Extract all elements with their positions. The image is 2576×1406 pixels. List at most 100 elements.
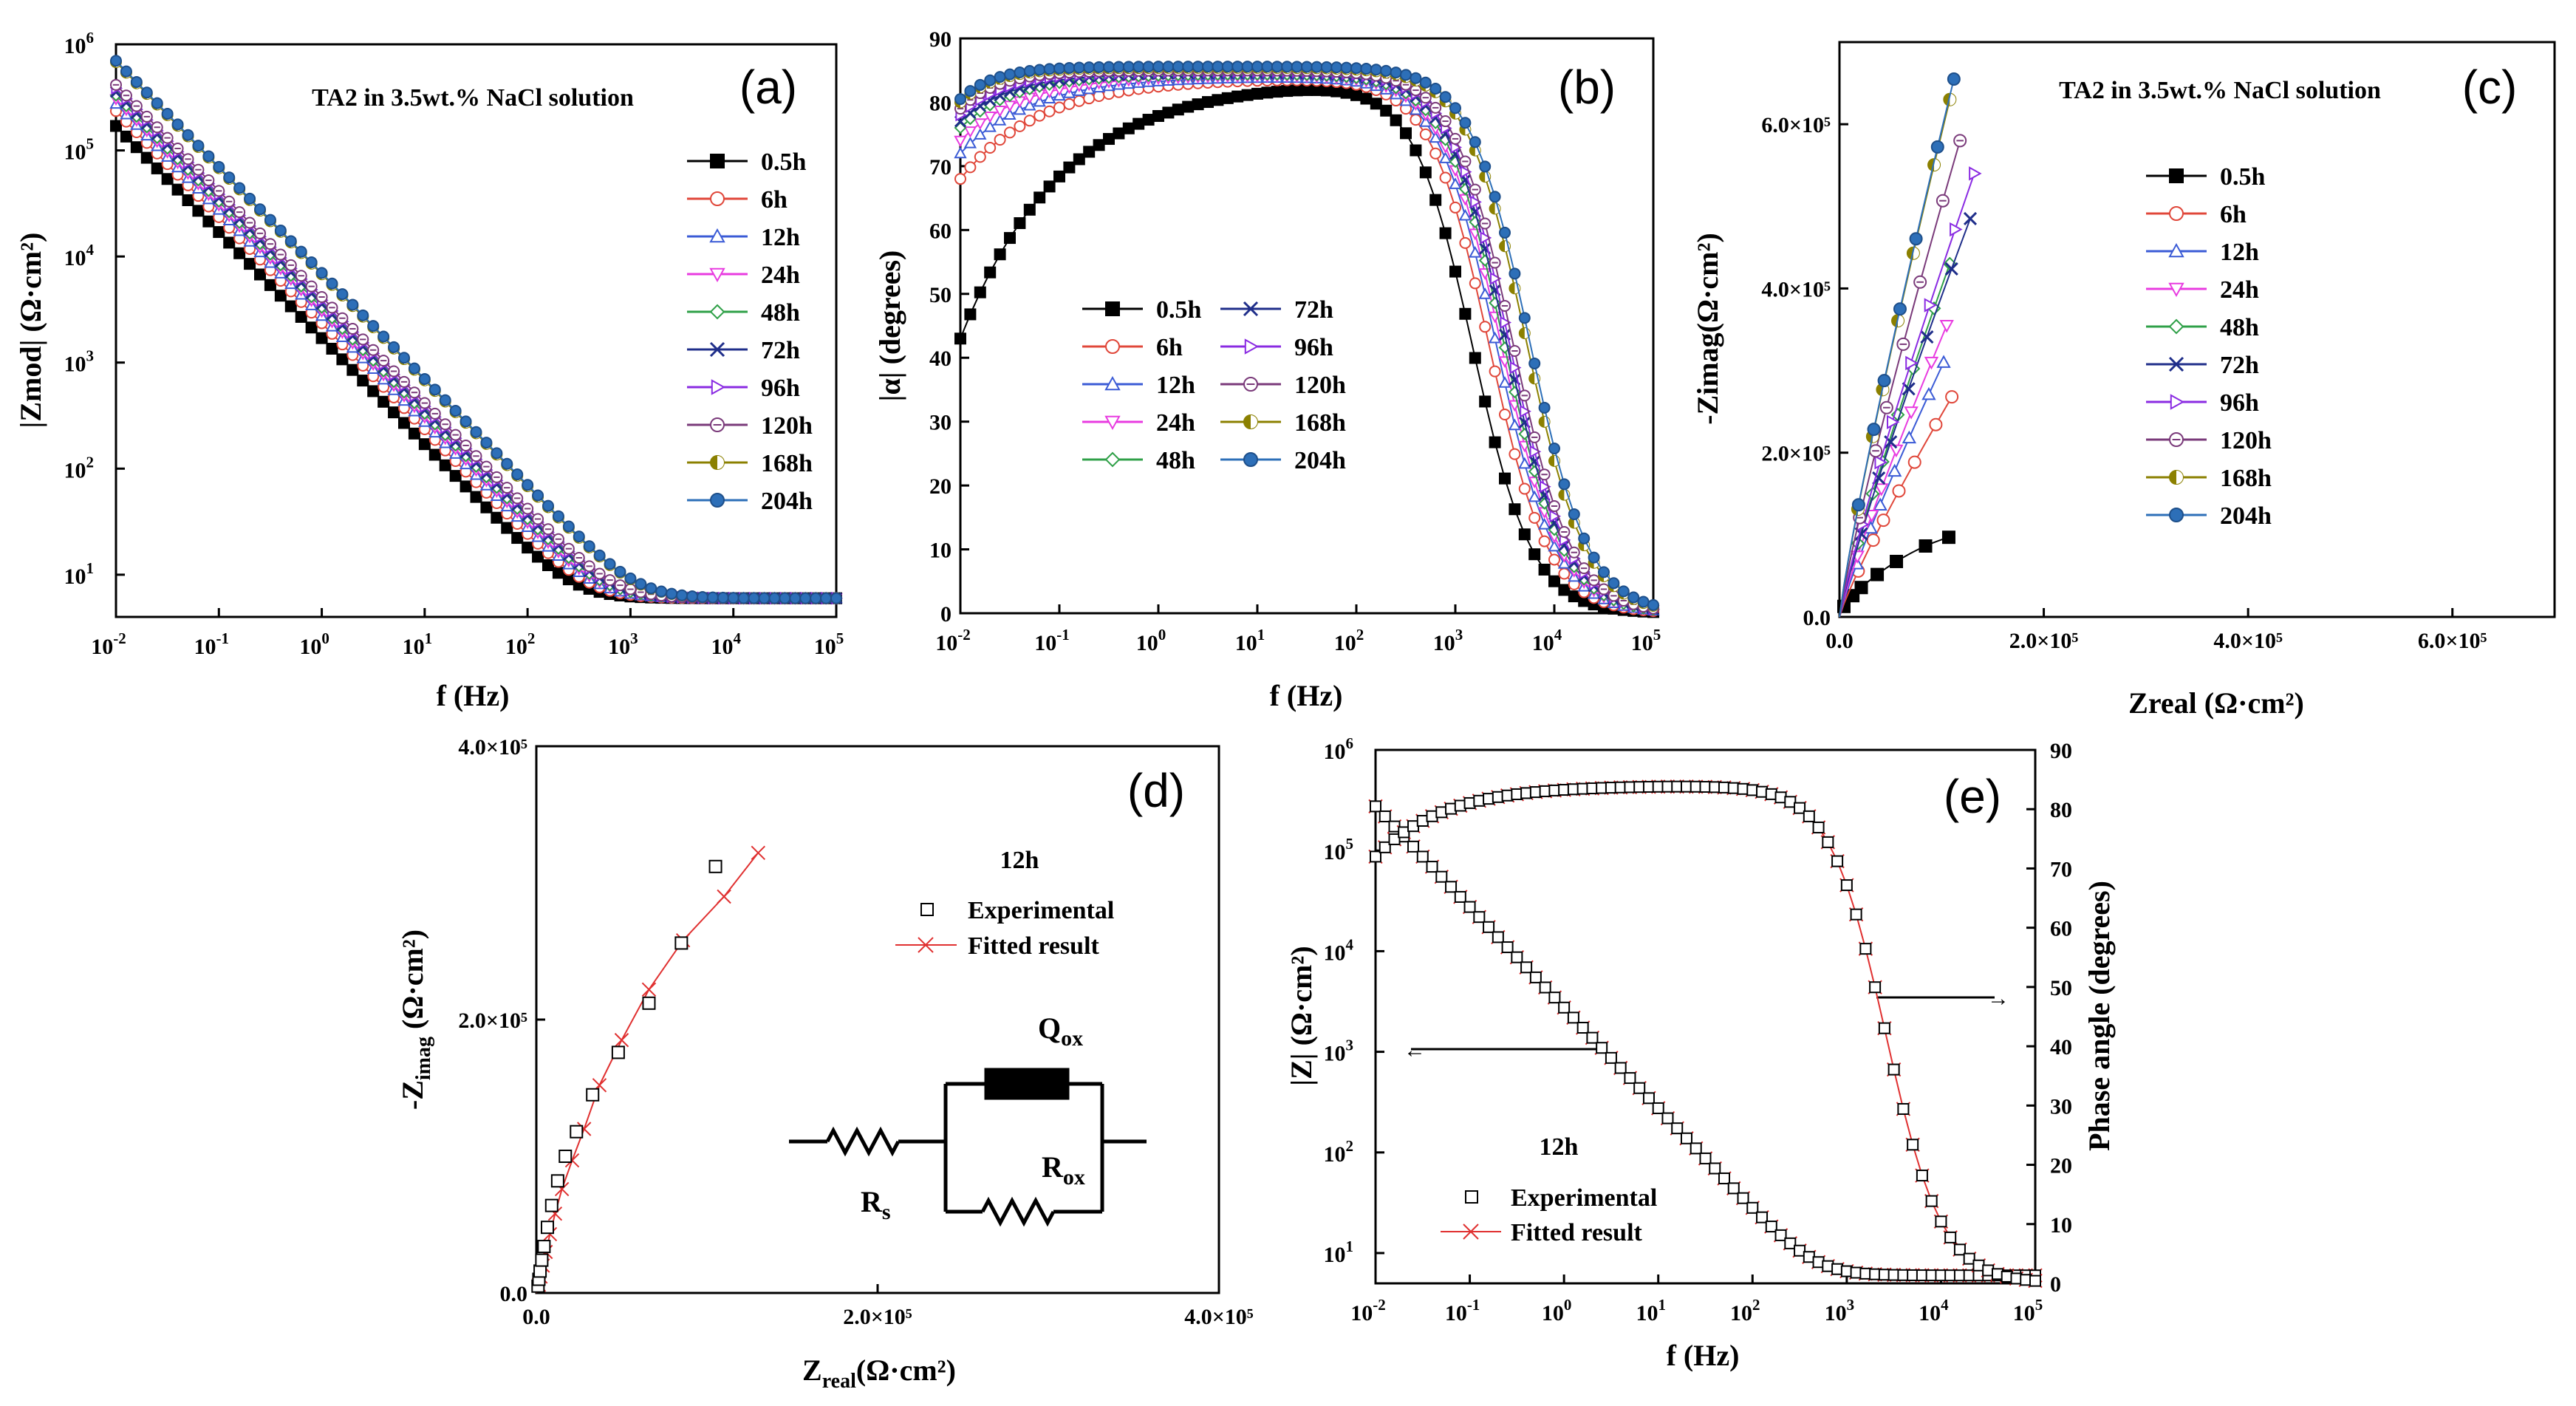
data-point — [408, 362, 420, 375]
data-point — [326, 277, 338, 290]
data-point — [1360, 63, 1373, 75]
data-point — [274, 290, 287, 302]
data-point — [1480, 231, 1492, 245]
data-point — [1073, 95, 1085, 107]
experimental-point — [611, 1045, 625, 1059]
data-point — [993, 114, 1007, 126]
data-point — [696, 591, 708, 604]
data-point — [1053, 101, 1065, 114]
series-line-24h — [1839, 325, 1948, 618]
series-line-204h — [115, 60, 837, 599]
legend-marker — [1105, 301, 1120, 316]
legend-label: 168h — [1294, 409, 1346, 437]
data-point — [1921, 386, 1936, 400]
data-point — [706, 591, 719, 604]
panel-b-xtick-label: 105 — [1631, 626, 1661, 655]
legend-marker — [2169, 206, 2184, 221]
data-point — [1172, 103, 1184, 116]
data-point — [254, 268, 266, 281]
data-point — [1122, 122, 1135, 134]
legend-marker — [711, 379, 726, 395]
data-point — [1548, 442, 1560, 454]
experimental-point — [642, 996, 656, 1010]
panel-e-xtick-label: 101 — [1636, 1296, 1666, 1325]
data-point — [1469, 136, 1481, 149]
panel-b-ytick-label: 40 — [929, 347, 952, 371]
modulus-experimental-point — [1529, 971, 1542, 983]
modulus-experimental-point — [1370, 800, 1381, 813]
legend-label: 96h — [761, 375, 800, 402]
data-point — [1212, 94, 1224, 106]
modulus-experimental-point — [1492, 931, 1504, 943]
panel-a-ytick-label: 104 — [64, 241, 95, 270]
phase-experimental-point — [1840, 879, 1853, 892]
legend-label: 204h — [761, 488, 813, 515]
data-point — [1947, 72, 1961, 86]
data-point — [1489, 436, 1501, 448]
data-point — [1202, 96, 1214, 109]
data-point — [1419, 76, 1432, 89]
data-point — [388, 406, 400, 419]
phase-experimental-point — [2029, 1274, 2041, 1287]
data-point — [161, 108, 174, 120]
data-point — [1528, 357, 1541, 369]
panel-b-xtick-label: 103 — [1433, 626, 1463, 655]
data-point — [1893, 302, 1907, 316]
data-point — [140, 151, 153, 164]
legend-label: 120h — [761, 412, 813, 440]
series-204h — [1839, 72, 1961, 618]
data-point — [1271, 61, 1283, 73]
data-point — [810, 592, 822, 604]
modulus-experimental-point — [1435, 870, 1448, 883]
data-point — [346, 364, 359, 376]
panel-b-ytick-label: 20 — [929, 474, 952, 499]
data-point — [501, 457, 513, 470]
data-point — [470, 491, 482, 503]
data-point — [1469, 245, 1482, 258]
data-point — [1568, 508, 1580, 520]
data-point — [449, 405, 462, 417]
data-point — [1410, 72, 1422, 84]
legend-label: 6h — [1156, 334, 1183, 361]
data-point — [1202, 61, 1214, 73]
data-point — [1034, 109, 1046, 122]
panel-a-xtick-label: 103 — [608, 629, 638, 659]
data-point — [1469, 277, 1481, 290]
data-point — [1864, 510, 1879, 523]
panel-a-ytick-label: 103 — [64, 347, 95, 377]
panel-e: (e) 12h f (Hz) |Z| (Ω·cm²) Phase angle (… — [1285, 734, 2116, 1372]
data-point — [954, 93, 966, 106]
resistor-rox-icon — [980, 1196, 1056, 1227]
legend-marker — [2168, 356, 2184, 372]
panel-e-xtick-label: 10-1 — [1445, 1296, 1480, 1325]
data-point — [820, 592, 833, 604]
legend-marker — [1104, 375, 1121, 391]
data-point — [727, 592, 739, 604]
data-point — [1113, 127, 1125, 140]
data-point — [1929, 417, 1943, 431]
data-point — [480, 501, 493, 513]
data-point — [1647, 598, 1659, 611]
legend-label: Experimental — [1511, 1184, 1657, 1212]
data-point — [1598, 566, 1610, 579]
legend-marker — [2170, 394, 2185, 410]
series-modulus — [1368, 799, 2043, 1283]
modulus-experimental-point — [1652, 1102, 1664, 1114]
legend-label: 12h — [2220, 239, 2259, 266]
panel-b-ytick-label: 50 — [929, 283, 952, 307]
data-point — [974, 128, 987, 140]
data-point — [1003, 108, 1017, 120]
modulus-experimental-point — [1407, 840, 1420, 853]
experimental-point — [708, 859, 722, 873]
data-point — [954, 135, 967, 148]
panel-e-ytick-label: 70 — [2050, 857, 2072, 881]
panel-a-xtick-label: 10-2 — [91, 629, 126, 659]
legend-label: 24h — [1156, 409, 1195, 437]
data-point — [1558, 584, 1571, 596]
data-point — [244, 258, 256, 270]
panel-b-label: (b) — [1558, 61, 1616, 114]
data-point — [1013, 96, 1027, 109]
data-point — [1281, 85, 1294, 98]
panel-a-xtick-label: 101 — [403, 629, 433, 659]
